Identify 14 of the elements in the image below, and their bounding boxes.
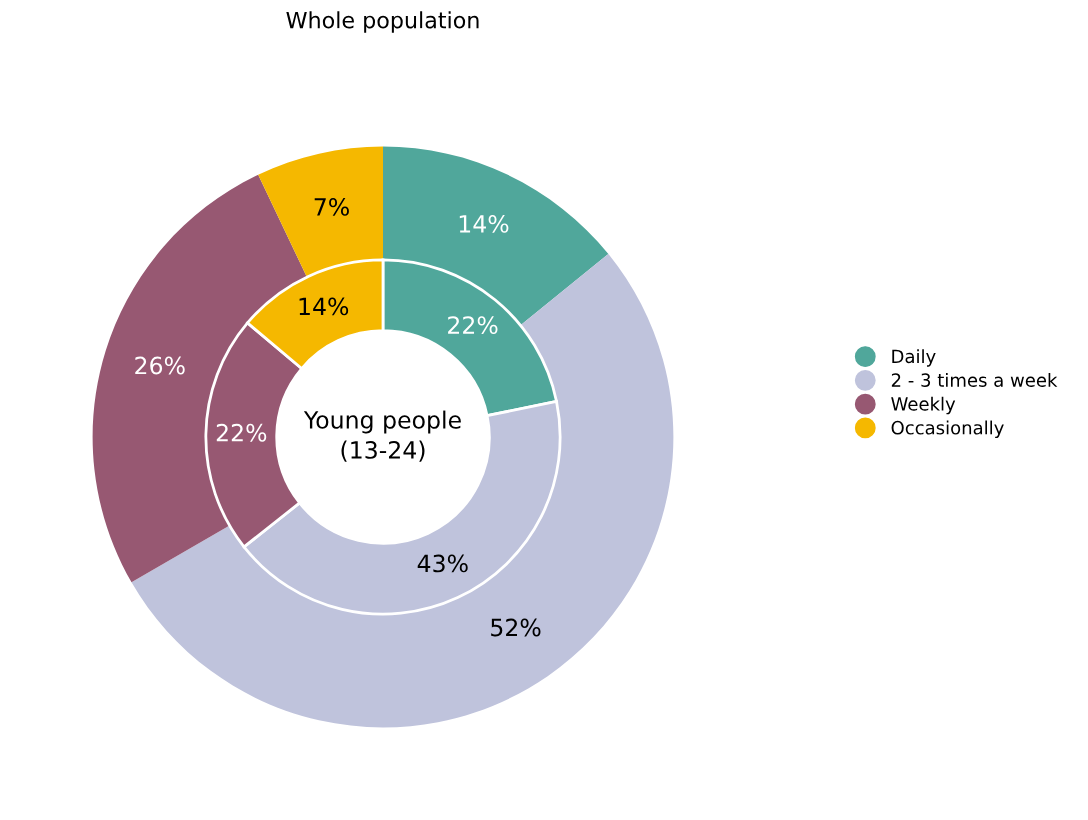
legend-label: Occasionally — [891, 420, 1004, 439]
data-label: 22% — [448, 316, 498, 335]
data-label: 43% — [417, 554, 468, 573]
slice-label: Young people (13-24) — [303, 410, 461, 462]
data-label: 22% — [216, 423, 267, 442]
data-label: 7% — [314, 197, 349, 216]
legend-label: Daily — [892, 349, 936, 367]
legend-label: 2 - 3 times a week — [891, 372, 1058, 387]
data-label: 52% — [491, 618, 541, 637]
legend-label: Weekly — [891, 396, 956, 415]
data-label: 26% — [135, 356, 185, 375]
data-label: 14% — [299, 297, 349, 316]
data-label: 14% — [459, 214, 509, 233]
slice-label: Whole population — [286, 11, 479, 33]
